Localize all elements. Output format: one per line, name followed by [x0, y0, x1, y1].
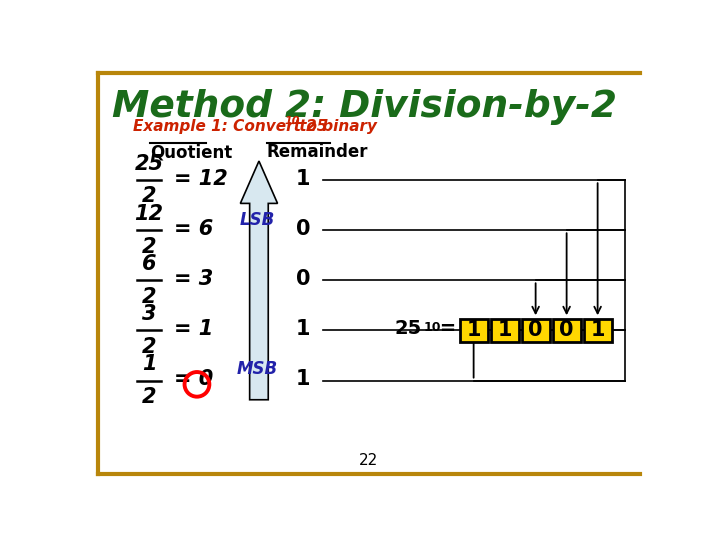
- Text: 1: 1: [590, 320, 605, 340]
- Text: 2: 2: [142, 237, 156, 256]
- Text: 2: 2: [142, 336, 156, 356]
- Text: 12: 12: [135, 204, 163, 224]
- FancyBboxPatch shape: [584, 319, 611, 342]
- Text: 0: 0: [296, 269, 310, 289]
- Text: = 12: = 12: [174, 169, 228, 189]
- Text: 10: 10: [423, 321, 441, 334]
- Text: Quotient: Quotient: [150, 143, 233, 161]
- Text: 22: 22: [359, 453, 379, 468]
- Text: 1: 1: [296, 369, 310, 389]
- Text: to binary: to binary: [294, 119, 377, 134]
- Text: 25: 25: [395, 320, 422, 339]
- Text: 0: 0: [296, 219, 310, 239]
- Text: = 6: = 6: [174, 219, 213, 239]
- FancyBboxPatch shape: [553, 319, 580, 342]
- Text: MSB: MSB: [237, 360, 278, 377]
- Text: 1: 1: [498, 320, 512, 340]
- Text: 25: 25: [135, 154, 163, 174]
- Text: Method 2: Division-by-2: Method 2: Division-by-2: [112, 90, 617, 125]
- Text: 2: 2: [142, 287, 156, 307]
- Text: Example 1: Convert 25: Example 1: Convert 25: [132, 119, 327, 134]
- Polygon shape: [240, 161, 277, 400]
- Text: 1: 1: [142, 354, 156, 374]
- Text: 10: 10: [284, 117, 300, 126]
- Text: 6: 6: [142, 254, 156, 274]
- Text: = 3: = 3: [174, 269, 213, 289]
- Text: 1: 1: [467, 320, 481, 340]
- Text: = 0: = 0: [174, 369, 213, 389]
- Text: = 1: = 1: [174, 319, 213, 339]
- Text: 1: 1: [296, 169, 310, 189]
- FancyBboxPatch shape: [522, 319, 549, 342]
- FancyBboxPatch shape: [490, 319, 518, 342]
- Text: 2: 2: [142, 186, 156, 206]
- Text: 3: 3: [142, 305, 156, 325]
- Text: Remainder: Remainder: [266, 143, 368, 161]
- Text: 0: 0: [528, 320, 543, 340]
- Text: =: =: [433, 320, 456, 339]
- Text: 1: 1: [296, 319, 310, 339]
- Text: LSB: LSB: [240, 211, 275, 229]
- Text: 0: 0: [559, 320, 574, 340]
- FancyBboxPatch shape: [459, 319, 487, 342]
- Text: 2: 2: [142, 387, 156, 407]
